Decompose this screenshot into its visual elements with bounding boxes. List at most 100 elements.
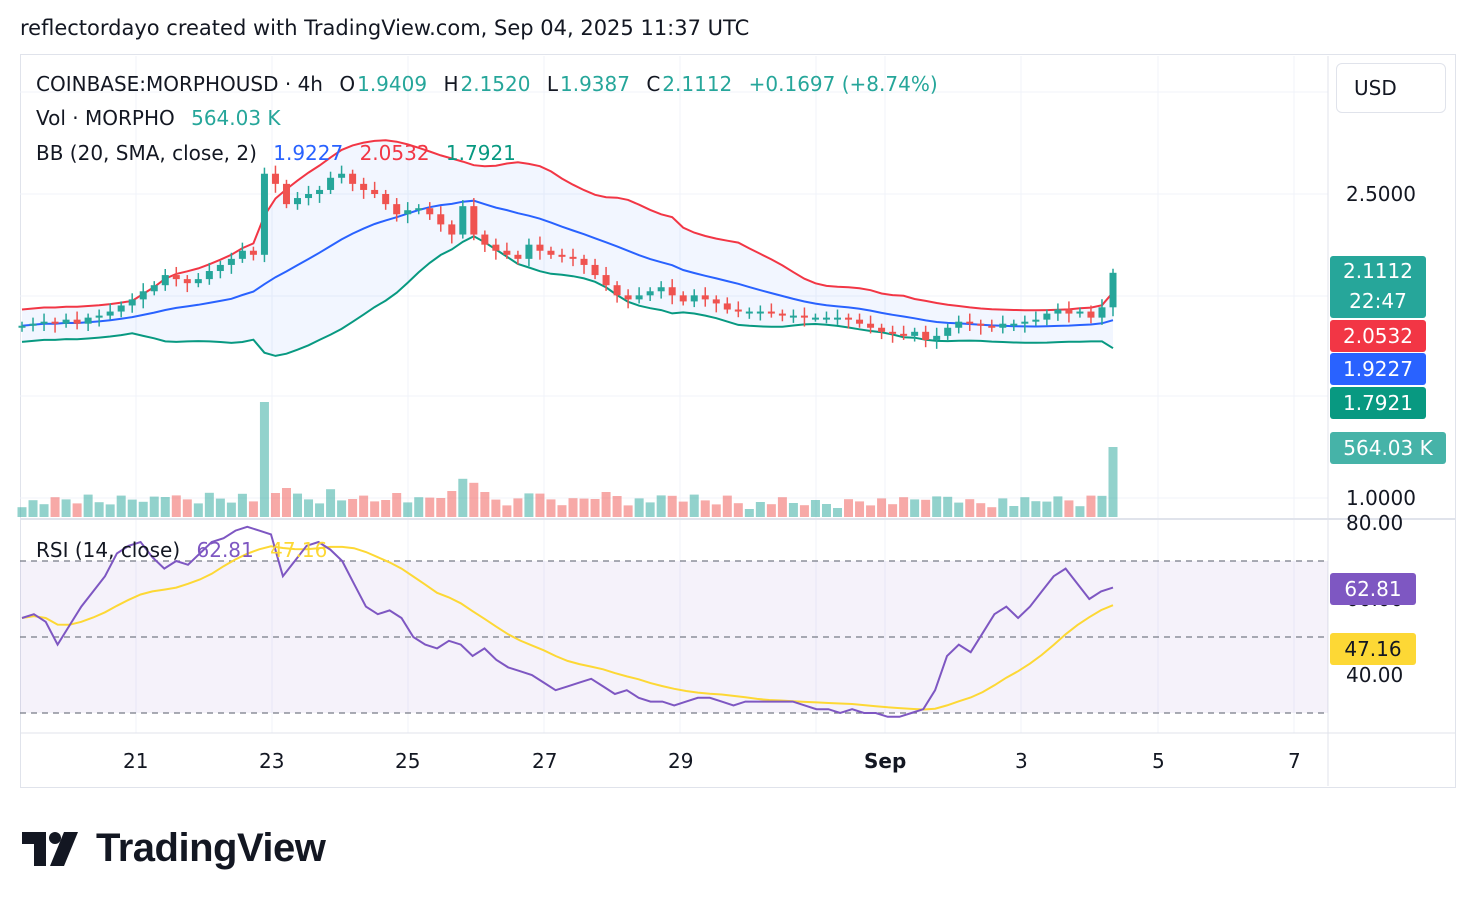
candle-body	[1076, 311, 1084, 314]
volume-bar	[215, 498, 225, 517]
bb-lower-label: 1.7921	[1330, 387, 1426, 419]
candle-body	[778, 313, 786, 316]
volume-bar	[524, 493, 534, 517]
volume-bar	[634, 498, 644, 517]
candle-body	[150, 285, 158, 292]
rsi-pane	[20, 525, 1328, 718]
bb-legend[interactable]: BB (20, SMA, close, 2) 1.9227 2.0532 1.7…	[36, 141, 518, 165]
candle-body	[426, 208, 434, 215]
time-tick: 23	[259, 749, 285, 773]
volume-bar	[810, 500, 820, 517]
volume-bar	[61, 499, 71, 517]
candle-body	[393, 204, 401, 215]
volume-bar	[733, 503, 743, 517]
candle-body	[679, 295, 687, 302]
volume-bar	[557, 505, 567, 517]
candle-body	[249, 250, 257, 255]
volume-bar	[755, 502, 765, 517]
brand-name: TradingView	[96, 826, 326, 870]
close-value: 2.1112	[662, 72, 733, 96]
candle-body	[591, 264, 599, 276]
candle-body	[734, 309, 742, 312]
open-label: O	[339, 72, 356, 96]
rsi-label-badge: 62.81	[1330, 573, 1416, 605]
symbol-name: COINBASE:MORPHOUSD · 4h	[36, 72, 323, 96]
volume-bar	[799, 505, 809, 517]
price-tick: 1.0000	[1346, 486, 1416, 510]
time-tick: 3	[1015, 749, 1028, 773]
volume-bar	[1086, 495, 1096, 517]
candle-body	[305, 194, 313, 199]
volume-bar	[1042, 501, 1052, 517]
volume-bar	[921, 499, 931, 517]
volume-bar	[832, 508, 842, 517]
candle-body	[624, 295, 632, 300]
candle-body	[260, 173, 268, 255]
change-value: +0.1697 (+8.74%)	[748, 72, 938, 96]
last-price: 2.1112	[1343, 259, 1413, 283]
volume-bar	[579, 498, 589, 517]
volume-bar	[94, 502, 104, 517]
volume-bar	[491, 499, 501, 517]
candle-body	[106, 311, 114, 316]
candle-body	[878, 327, 886, 332]
volume-bar	[888, 504, 898, 517]
volume-bar	[821, 504, 831, 517]
candle-body	[569, 256, 577, 259]
candle-body	[856, 319, 864, 324]
tradingview-brand[interactable]: TradingView	[22, 826, 326, 871]
volume-bar	[270, 493, 280, 517]
volume-bar	[943, 496, 953, 517]
candle-body	[327, 177, 335, 190]
time-tick: 5	[1152, 749, 1165, 773]
candle-body	[889, 331, 897, 334]
volume-bar	[722, 495, 732, 517]
candle-body	[977, 323, 985, 326]
candle-body	[51, 321, 59, 324]
volume-bar	[204, 492, 214, 517]
candle-body	[404, 210, 412, 215]
candle-body	[1021, 321, 1029, 324]
volume-bar	[348, 499, 358, 517]
volume-bar	[866, 505, 876, 517]
time-tick: 21	[123, 749, 149, 773]
bollinger-bands	[21, 139, 1114, 357]
volume-bar	[513, 498, 523, 517]
candle-body	[183, 279, 191, 284]
currency-button[interactable]: USD	[1336, 63, 1446, 113]
high-label: H	[443, 72, 459, 96]
candle-body	[95, 315, 103, 318]
candle-body	[1065, 309, 1073, 314]
candle-body	[525, 244, 533, 259]
volume-bar	[480, 492, 490, 517]
candle-body	[900, 333, 908, 336]
candle-body	[911, 331, 919, 336]
candle-body	[29, 323, 37, 326]
volume-bar	[987, 507, 997, 517]
volume-legend[interactable]: Vol · MORPHO 564.03 K	[36, 106, 283, 130]
bb-basis-label: 1.9227	[1330, 353, 1426, 385]
volume-bar	[1053, 496, 1063, 517]
volume-bar	[1075, 506, 1085, 517]
candle-body	[316, 189, 324, 194]
high-value: 2.1520	[460, 72, 531, 96]
rsi-line	[21, 525, 1114, 718]
candle-body	[338, 173, 346, 178]
candle-body	[767, 311, 775, 314]
volume-bar	[248, 501, 258, 517]
close-label: C	[646, 72, 661, 96]
candle-body	[481, 234, 489, 245]
volume-bar	[50, 497, 60, 517]
volume-bar	[998, 498, 1008, 517]
volume-bar	[711, 504, 721, 517]
candle-body	[1010, 323, 1018, 326]
candle-body	[833, 317, 841, 320]
candle-body	[822, 317, 830, 320]
candle-body	[1109, 272, 1117, 308]
bb-lower-line	[21, 235, 1114, 357]
volume-bar	[315, 503, 325, 517]
rsi-legend[interactable]: RSI (14, close) 62.81 47.16	[36, 538, 329, 562]
rsi-value: 62.81	[196, 538, 254, 562]
symbol-legend[interactable]: COINBASE:MORPHOUSD · 4h O 1.9409 H 2.1520 …	[36, 72, 940, 96]
